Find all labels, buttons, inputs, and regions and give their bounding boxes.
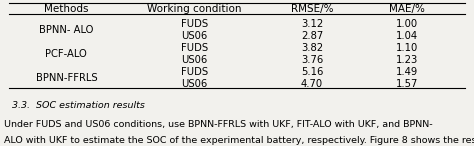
Text: 4.70: 4.70 [301,79,323,89]
Text: RMSE/%: RMSE/% [291,4,333,14]
Text: 5.16: 5.16 [301,67,323,77]
Text: 1.57: 1.57 [395,79,418,89]
Text: BPNN-FFRLS: BPNN-FFRLS [36,73,97,83]
Text: US06: US06 [181,79,208,89]
Text: 1.23: 1.23 [396,55,418,65]
Text: 1.49: 1.49 [396,67,418,77]
Text: 2.87: 2.87 [301,31,323,41]
Text: FUDS: FUDS [181,43,208,53]
Text: US06: US06 [181,55,208,65]
Text: 3.12: 3.12 [301,19,323,29]
Text: 3.76: 3.76 [301,55,323,65]
Text: ALO with UKF to estimate the SOC of the experimental battery, respectively. Figu: ALO with UKF to estimate the SOC of the … [4,136,474,145]
Text: 1.10: 1.10 [396,43,418,53]
Text: BPNN- ALO: BPNN- ALO [39,25,93,35]
Text: Under FUDS and US06 conditions, use BPNN-FFRLS with UKF, FIT-ALO with UKF, and B: Under FUDS and US06 conditions, use BPNN… [4,120,432,129]
Text: US06: US06 [181,31,208,41]
Text: PCF-ALO: PCF-ALO [46,49,87,59]
Text: FUDS: FUDS [181,67,208,77]
Text: Methods: Methods [44,4,89,14]
Text: Working condition: Working condition [147,4,242,14]
Text: 1.04: 1.04 [396,31,418,41]
Text: 3.82: 3.82 [301,43,323,53]
Text: 1.00: 1.00 [396,19,418,29]
Text: MAE/%: MAE/% [389,4,425,14]
Text: 3.3.  SOC estimation results: 3.3. SOC estimation results [12,101,145,110]
Text: FUDS: FUDS [181,19,208,29]
